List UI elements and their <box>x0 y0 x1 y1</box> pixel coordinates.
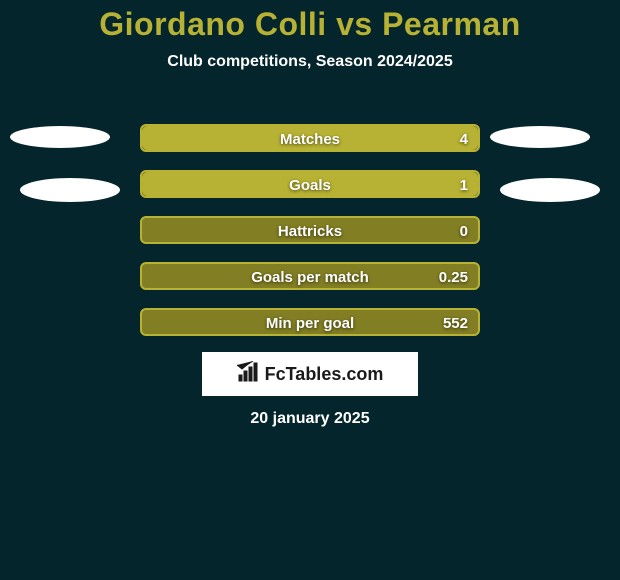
stat-value: 4 <box>460 126 468 154</box>
stat-row: Goals1 <box>140 170 480 198</box>
side-ellipse <box>500 178 600 202</box>
subtitle: Club competitions, Season 2024/2025 <box>0 53 620 71</box>
stat-row: Matches4 <box>140 124 480 152</box>
bar-chart-icon <box>237 361 259 388</box>
stat-label: Matches <box>142 126 478 154</box>
stat-value: 1 <box>460 172 468 200</box>
brand-text: FcTables.com <box>265 364 384 385</box>
stat-value: 0.25 <box>439 264 468 292</box>
stat-value: 552 <box>443 310 468 338</box>
stat-row: Min per goal552 <box>140 308 480 336</box>
stat-label: Hattricks <box>142 218 478 246</box>
date-label: 20 january 2025 <box>0 410 620 428</box>
stats-container: Matches4Goals1Hattricks0Goals per match0… <box>140 124 480 354</box>
stat-row: Goals per match0.25 <box>140 262 480 290</box>
stat-label: Min per goal <box>142 310 478 338</box>
stat-label: Goals per match <box>142 264 478 292</box>
stat-value: 0 <box>460 218 468 246</box>
side-ellipse <box>20 178 120 202</box>
stat-label: Goals <box>142 172 478 200</box>
side-ellipse <box>490 126 590 148</box>
brand-badge: FcTables.com <box>202 352 418 396</box>
stat-row: Hattricks0 <box>140 216 480 244</box>
side-ellipse <box>10 126 110 148</box>
page-title: Giordano Colli vs Pearman <box>0 0 620 43</box>
